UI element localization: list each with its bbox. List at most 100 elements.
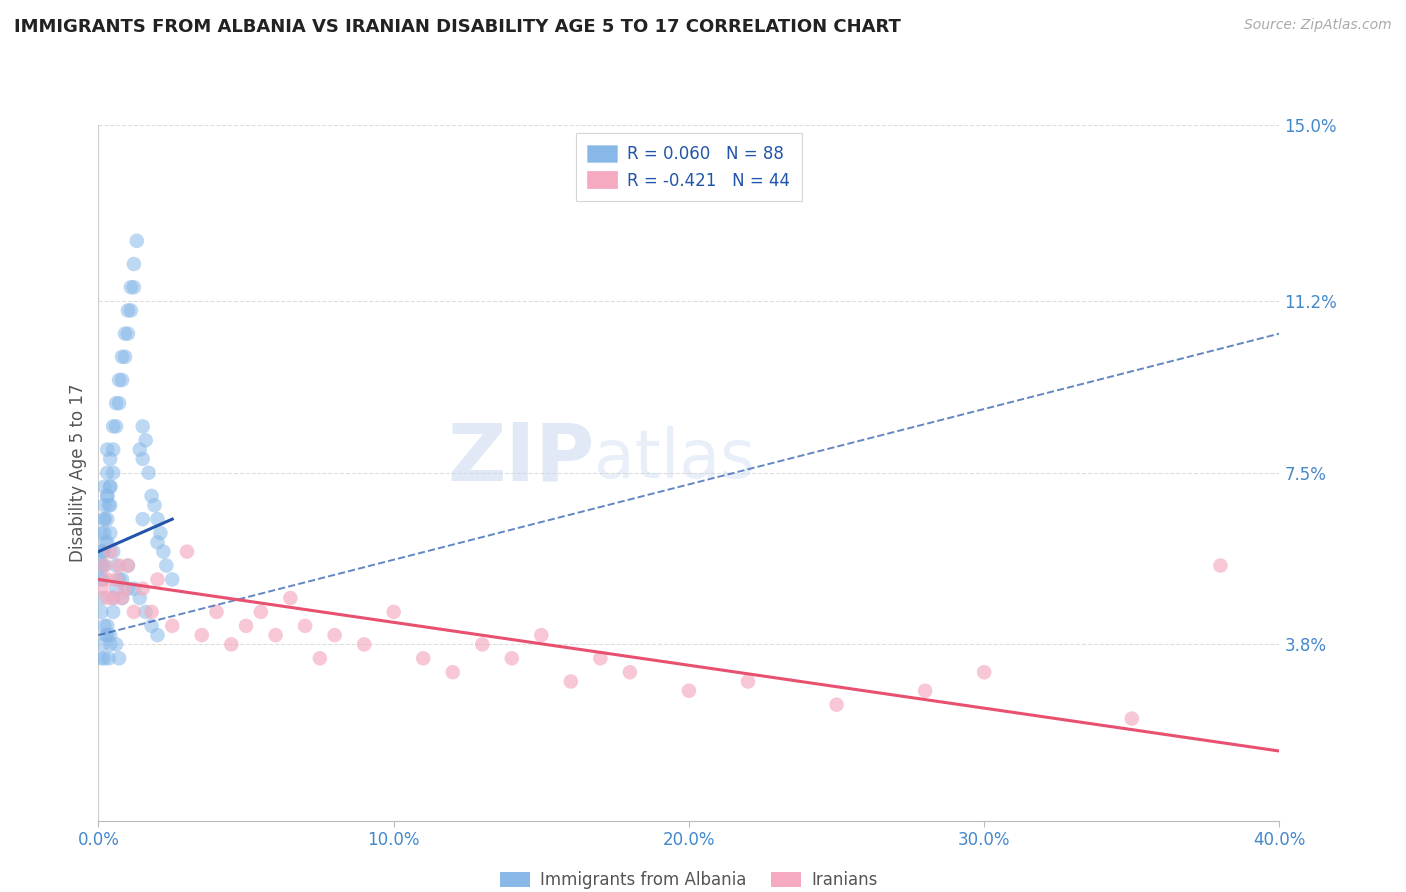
Point <box>105 582 128 596</box>
Point <box>98 480 121 494</box>
Point <box>93 558 115 573</box>
Point <box>1209 558 1232 573</box>
Point <box>108 651 131 665</box>
Point <box>125 234 148 248</box>
Point <box>114 326 136 341</box>
Point <box>973 665 995 680</box>
Text: IMMIGRANTS FROM ALBANIA VS IRANIAN DISABILITY AGE 5 TO 17 CORRELATION CHART: IMMIGRANTS FROM ALBANIA VS IRANIAN DISAB… <box>14 18 901 36</box>
Point <box>94 628 117 642</box>
Point <box>205 605 228 619</box>
Point <box>96 535 118 549</box>
Point <box>149 526 172 541</box>
Text: ZIP: ZIP <box>447 420 595 498</box>
Point <box>97 498 120 512</box>
Point <box>103 591 125 605</box>
Point <box>105 573 128 587</box>
Point <box>191 628 214 642</box>
Point <box>155 558 177 573</box>
Point <box>146 535 169 549</box>
Point <box>138 466 160 480</box>
Point <box>117 558 139 573</box>
Point <box>323 628 346 642</box>
Point <box>135 605 157 619</box>
Point <box>105 396 128 410</box>
Y-axis label: Disability Age 5 to 17: Disability Age 5 to 17 <box>69 384 87 562</box>
Point <box>128 591 150 605</box>
Point <box>90 558 112 573</box>
Point <box>108 396 131 410</box>
Point <box>914 683 936 698</box>
Point <box>111 591 134 605</box>
Point <box>90 544 112 558</box>
Point <box>96 619 118 633</box>
Point <box>108 373 131 387</box>
Point <box>96 591 118 605</box>
Point <box>146 512 169 526</box>
Point <box>471 637 494 651</box>
Point <box>105 419 128 434</box>
Point <box>441 665 464 680</box>
Point <box>120 303 142 318</box>
Point <box>122 280 145 294</box>
Point <box>94 535 117 549</box>
Point <box>90 558 112 573</box>
Point <box>93 651 115 665</box>
Point <box>111 373 134 387</box>
Point <box>103 591 125 605</box>
Point <box>93 498 115 512</box>
Point <box>162 619 183 633</box>
Point <box>143 498 166 512</box>
Legend: Immigrants from Albania, Iranians: Immigrants from Albania, Iranians <box>494 864 884 892</box>
Point <box>135 434 157 448</box>
Point <box>412 651 434 665</box>
Point <box>353 637 375 651</box>
Point <box>309 651 332 665</box>
Point <box>250 605 273 619</box>
Point <box>122 582 145 596</box>
Point <box>98 498 121 512</box>
Point <box>96 489 118 503</box>
Point <box>235 619 257 633</box>
Point <box>176 544 198 558</box>
Point <box>141 489 163 503</box>
Point <box>122 605 145 619</box>
Point <box>111 350 134 364</box>
Point <box>103 605 125 619</box>
Point <box>90 651 112 665</box>
Point <box>152 544 174 558</box>
Point <box>108 573 131 587</box>
Point <box>93 512 115 526</box>
Point <box>103 442 125 457</box>
Point <box>560 674 582 689</box>
Point <box>117 558 139 573</box>
Point <box>96 442 118 457</box>
Point <box>108 558 131 573</box>
Point <box>98 480 121 494</box>
Point <box>98 628 121 642</box>
Point <box>122 257 145 271</box>
Point <box>93 544 115 558</box>
Point <box>117 582 139 596</box>
Point <box>737 674 759 689</box>
Point <box>678 683 700 698</box>
Point <box>98 637 121 651</box>
Point <box>103 466 125 480</box>
Point <box>90 573 112 587</box>
Point <box>501 651 523 665</box>
Point <box>278 591 302 605</box>
Point <box>97 651 120 665</box>
Point <box>96 628 118 642</box>
Point <box>120 280 142 294</box>
Point <box>90 526 112 541</box>
Point <box>117 303 139 318</box>
Point <box>98 526 121 541</box>
Point <box>382 605 405 619</box>
Point <box>132 451 155 466</box>
Point <box>96 489 118 503</box>
Point <box>117 326 139 341</box>
Point <box>90 605 112 619</box>
Point <box>146 628 169 642</box>
Point <box>96 573 118 587</box>
Text: atlas: atlas <box>595 425 755 491</box>
Point <box>128 442 150 457</box>
